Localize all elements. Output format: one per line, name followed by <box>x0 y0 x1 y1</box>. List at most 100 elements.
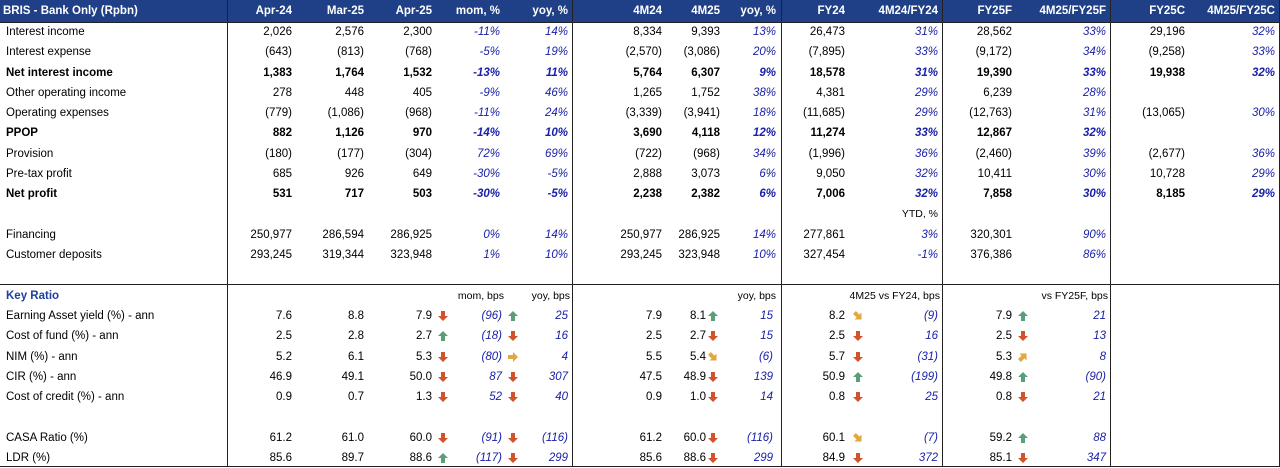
data-cell[interactable]: 49.8 <box>989 370 1012 383</box>
data-cell[interactable]: (643) <box>265 46 292 59</box>
data-cell[interactable]: 6% <box>759 188 776 200</box>
data-cell[interactable]: (768) <box>405 46 432 59</box>
data-cell[interactable]: 29% <box>1251 167 1275 180</box>
data-cell[interactable]: (7) <box>923 432 938 444</box>
data-cell[interactable]: 16 <box>555 330 568 343</box>
data-cell[interactable]: 2.7 <box>416 330 432 343</box>
data-cell[interactable]: (968) <box>405 107 432 119</box>
data-cell[interactable]: 25 <box>925 391 938 403</box>
data-cell[interactable]: (96) <box>481 310 502 322</box>
data-cell[interactable]: 4 <box>561 350 568 363</box>
data-cell[interactable]: (813) <box>337 46 364 59</box>
data-cell[interactable]: 20% <box>752 46 776 59</box>
data-cell[interactable]: 0.9 <box>646 391 662 403</box>
row-label[interactable]: Cost of credit (%) - ann <box>6 391 125 403</box>
row-label[interactable]: Customer deposits <box>6 249 102 262</box>
header-cell-title[interactable]: BRIS - Bank Only (Rpbn) <box>3 5 138 17</box>
data-cell[interactable]: 33% <box>1082 26 1106 38</box>
data-cell[interactable]: (9) <box>923 310 938 322</box>
sub-label[interactable]: mom, bps <box>457 290 504 302</box>
data-cell[interactable]: 2,888 <box>633 167 662 180</box>
data-cell[interactable]: 30% <box>1082 188 1106 200</box>
data-cell[interactable]: 2,300 <box>403 26 432 38</box>
data-cell[interactable]: 33% <box>1082 66 1106 79</box>
data-cell[interactable]: 3,073 <box>691 167 720 180</box>
data-cell[interactable]: 323,948 <box>678 249 720 262</box>
data-cell[interactable]: 6.1 <box>348 350 364 363</box>
data-cell[interactable]: 32% <box>914 188 938 200</box>
data-cell[interactable]: 926 <box>344 167 364 180</box>
data-cell[interactable]: 15 <box>760 330 773 343</box>
data-cell[interactable]: 448 <box>344 86 364 99</box>
row-label[interactable]: Earning Asset yield (%) - ann <box>6 310 155 322</box>
row-label[interactable]: Net interest income <box>6 66 113 79</box>
data-cell[interactable]: 503 <box>412 188 432 200</box>
data-cell[interactable]: -9% <box>479 86 500 99</box>
data-cell[interactable]: 30% <box>1082 167 1106 180</box>
row-label[interactable]: NIM (%) - ann <box>6 350 78 363</box>
data-cell[interactable]: (3,339) <box>625 107 662 119</box>
data-cell[interactable]: (11,685) <box>803 107 845 119</box>
data-cell[interactable]: 0.9 <box>276 391 292 403</box>
header-cell[interactable]: 4M24 <box>633 5 662 17</box>
header-cell[interactable]: FY25F <box>977 5 1012 17</box>
data-cell[interactable]: (304) <box>405 147 432 160</box>
header-cell[interactable]: 4M25 <box>691 5 720 17</box>
data-cell[interactable]: 18% <box>752 107 776 119</box>
data-cell[interactable]: 31% <box>914 26 938 38</box>
row-label[interactable]: Interest income <box>6 26 85 38</box>
data-cell[interactable]: 9% <box>759 66 776 79</box>
header-cell[interactable]: yoy, % <box>532 5 568 17</box>
data-cell[interactable]: (116) <box>542 432 568 444</box>
data-cell[interactable] <box>1130 245 1185 265</box>
data-cell[interactable]: 1,764 <box>335 66 364 79</box>
data-cell[interactable]: 16 <box>925 330 938 343</box>
data-cell[interactable]: 61.0 <box>341 432 364 444</box>
data-cell[interactable]: (180) <box>265 147 292 160</box>
data-cell[interactable] <box>1130 225 1185 245</box>
data-cell[interactable]: (177) <box>337 147 364 160</box>
data-cell[interactable]: 14 <box>760 391 773 403</box>
data-cell[interactable]: 7,858 <box>983 188 1012 200</box>
data-cell[interactable]: 8.2 <box>829 310 845 322</box>
data-cell[interactable] <box>1130 123 1185 143</box>
data-cell[interactable]: 33% <box>1251 46 1275 59</box>
data-cell[interactable]: 1,752 <box>691 86 720 99</box>
data-cell[interactable]: 299 <box>548 452 568 465</box>
row-label[interactable]: Net profit <box>6 188 58 200</box>
data-cell[interactable]: (968) <box>693 147 720 160</box>
data-cell[interactable]: 0.8 <box>829 391 845 403</box>
data-cell[interactable]: 30% <box>1251 107 1275 119</box>
data-cell[interactable]: 717 <box>344 188 364 200</box>
header-cell[interactable]: yoy, % <box>740 5 776 17</box>
data-cell[interactable]: 46.9 <box>269 370 292 383</box>
data-cell[interactable] <box>1185 123 1275 143</box>
data-cell[interactable]: 1.3 <box>416 391 432 403</box>
data-cell[interactable]: 38% <box>752 86 776 99</box>
data-cell[interactable]: -1% <box>917 249 938 262</box>
header-cell[interactable]: FY25C <box>1149 5 1185 17</box>
data-cell[interactable]: (1,086) <box>327 107 364 119</box>
data-cell[interactable]: (1,996) <box>808 147 845 160</box>
header-cell[interactable]: Apr-25 <box>395 5 432 17</box>
data-cell[interactable]: 372 <box>918 452 938 465</box>
data-cell[interactable]: 3,690 <box>633 127 662 140</box>
data-cell[interactable]: 250,977 <box>250 229 292 241</box>
row-label[interactable]: PPOP <box>6 127 38 140</box>
data-cell[interactable]: 0.7 <box>348 391 364 403</box>
row-label[interactable]: Interest expense <box>6 46 92 59</box>
data-cell[interactable]: 12% <box>752 127 776 140</box>
data-cell[interactable]: 48.9 <box>683 370 706 383</box>
data-cell[interactable]: 11,274 <box>810 127 845 140</box>
data-cell[interactable]: 88 <box>1093 432 1106 444</box>
data-cell[interactable] <box>1130 83 1185 103</box>
data-cell[interactable]: 5.3 <box>416 350 432 363</box>
data-cell[interactable]: 50.0 <box>409 370 432 383</box>
data-cell[interactable]: 21 <box>1093 310 1106 322</box>
data-cell[interactable]: 327,454 <box>803 249 845 262</box>
row-label[interactable]: CIR (%) - ann <box>6 370 77 383</box>
header-cell[interactable]: Mar-25 <box>326 5 364 17</box>
header-cell[interactable]: 4M25/FY25F <box>1039 5 1106 17</box>
data-cell[interactable]: 29% <box>914 107 938 119</box>
data-cell[interactable]: 10% <box>544 127 568 140</box>
